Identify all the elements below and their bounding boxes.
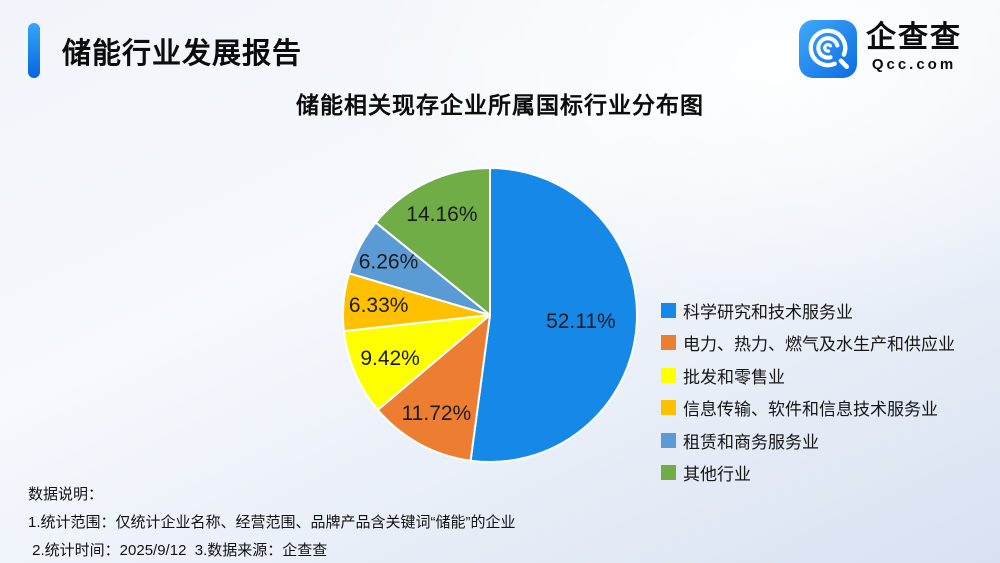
legend-swatch-icon (661, 302, 676, 318)
pie-slice-3 (342, 314, 491, 411)
chart-title: 储能相关现存企业所属国标行业分布图 (296, 92, 704, 118)
pie-slice-2 (376, 314, 491, 462)
legend-item-1: 科学研究和技术服务业 (661, 300, 955, 322)
legend-item-3: 批发和零售业 (661, 365, 955, 387)
report-title: 储能行业发展报告 (62, 38, 303, 70)
pie-slice-6 (374, 167, 491, 316)
pie-chart: 52.11% 11.72% 9.42% 6.33% 6.26% 14.16% (330, 155, 650, 475)
qcc-logo: 企查查 Qcc.com (799, 20, 962, 78)
qcc-logo-text: 企查查 Qcc.com (866, 20, 962, 74)
notes-line-1: 1.统计范围：仅统计企业名称、经营范围、品牌产品含关键词“储能”的企业 (28, 514, 516, 531)
qcc-logo-name: 企查查 (866, 21, 962, 54)
legend-swatch-icon (661, 465, 676, 480)
legend-swatch-icon (661, 367, 676, 383)
data-notes: 数据说明： 1.统计范围：仅统计企业名称、经营范围、品牌产品含关键词“储能”的企… (28, 481, 516, 563)
qcc-logo-domain: Qcc.com (871, 56, 957, 73)
legend-item-6: 其他行业 (661, 463, 955, 484)
pie-label-4: 6.33% (349, 294, 409, 317)
pie-label-1: 52.11% (546, 310, 616, 333)
legend-label: 信息传输、软件和信息技术服务业 (683, 400, 938, 419)
qcc-logo-icon (799, 20, 857, 78)
legend-label: 其他行业 (683, 465, 751, 484)
notes-line-2: 2.统计时间：2025/9/12 3.数据来源：企查查 (28, 542, 328, 559)
pie-label-2: 11.72% (402, 402, 472, 425)
legend-item-5: 租赁和商务服务业 (661, 430, 955, 452)
legend-item-4: 信息传输、软件和信息技术服务业 (661, 398, 955, 419)
legend-swatch-icon (661, 432, 676, 448)
legend-label: 租赁和商务服务业 (683, 432, 819, 452)
legend-label: 科学研究和技术服务业 (683, 302, 853, 322)
pie-label-6: 14.16% (406, 203, 477, 226)
pie-chart-svg: 52.11% 11.72% 9.42% 6.33% 6.26% 14.16% (342, 167, 639, 463)
legend-label: 电力、热力、燃气及水生产和供应业 (683, 335, 955, 354)
pie-label-5: 6.26% (359, 251, 419, 274)
pie-label-3: 9.42% (360, 347, 420, 370)
chart-legend: 科学研究和技术服务业电力、热力、燃气及水生产和供应业 批发和零售业信息传输、软件和… (661, 300, 955, 495)
report-header: 储能行业发展报告 企查查 Qcc.com (0, 0, 1000, 85)
legend-swatch-icon (661, 400, 676, 415)
title-accent-bar (28, 23, 40, 78)
pie-slice-1 (469, 167, 639, 463)
legend-swatch-icon (661, 335, 676, 350)
legend-label: 批发和零售业 (683, 367, 785, 387)
notes-heading: 数据说明： (28, 486, 104, 503)
legend-item-2: 电力、热力、燃气及水生产和供应业 (661, 333, 955, 354)
